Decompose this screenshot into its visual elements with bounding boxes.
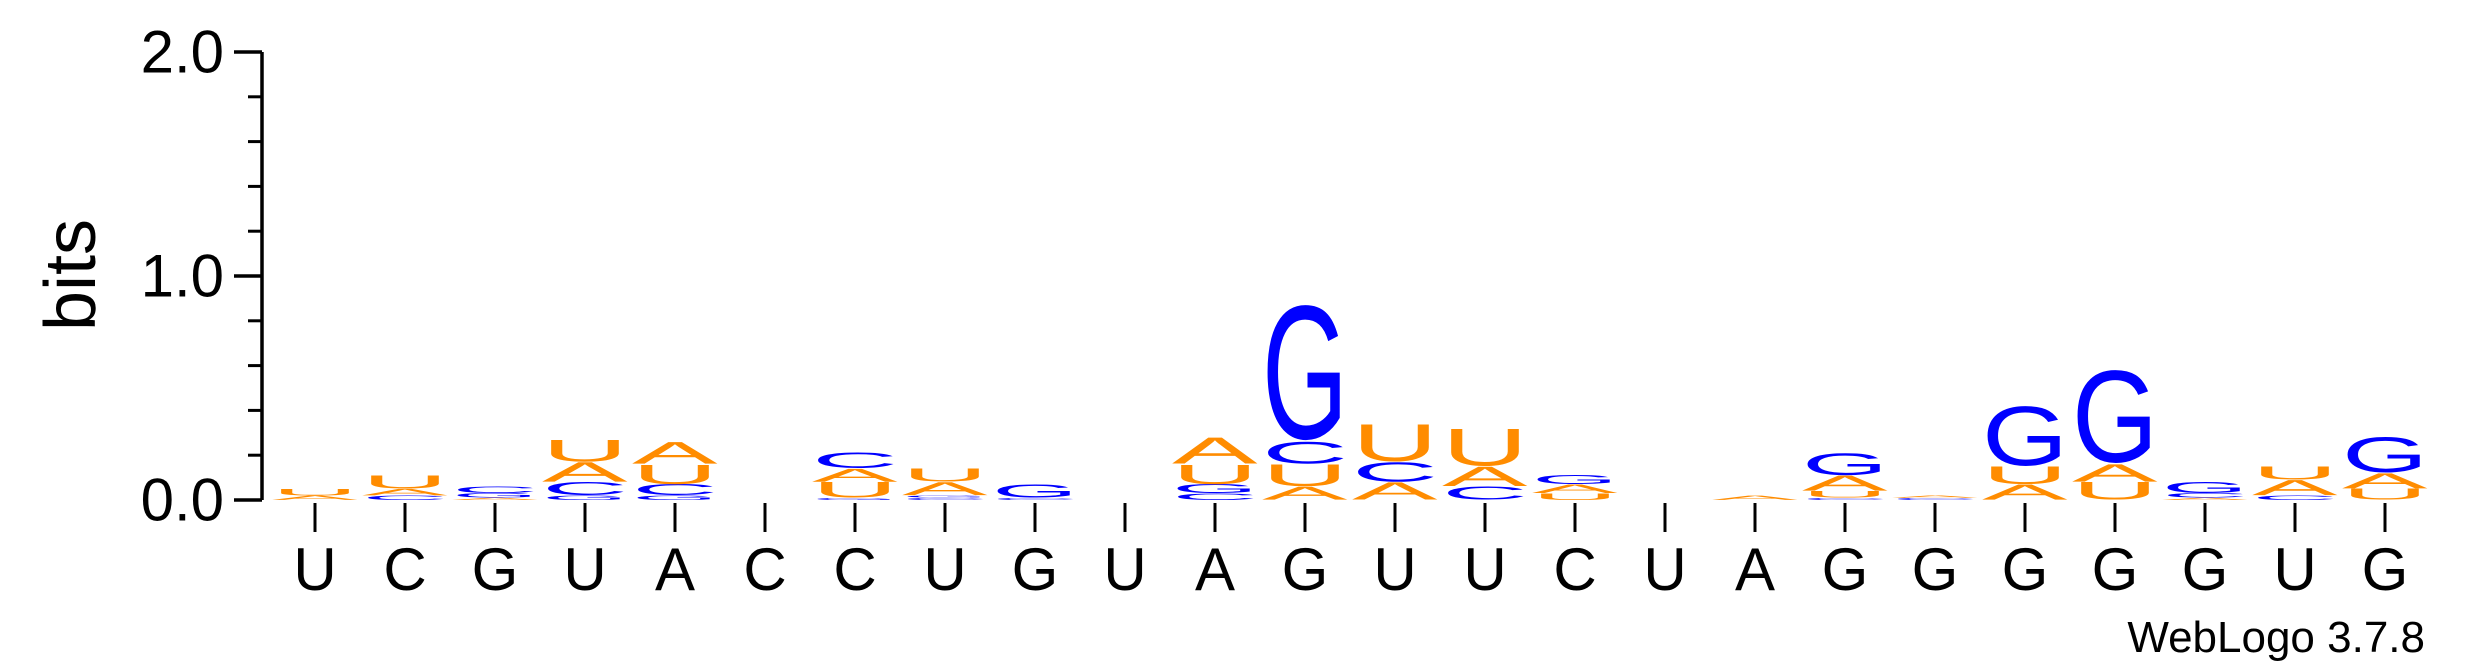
- logo-letter-C: C: [902, 497, 988, 500]
- logo-letter-A: A: [1982, 480, 2068, 504]
- logo-letter-A: A: [1712, 494, 1798, 501]
- y-tick-label: 0.0: [141, 467, 224, 534]
- x-tick-label: U: [293, 536, 336, 603]
- x-tick-label: C: [743, 536, 786, 603]
- logo-letter-G: G: [542, 494, 628, 501]
- logo-letter-U: U: [272, 487, 358, 497]
- logo-letter-A: A: [1352, 477, 1438, 505]
- x-tick-label: G: [1282, 536, 1329, 603]
- logo-letter-A: A: [1802, 471, 1888, 495]
- x-tick-label: G: [2002, 536, 2049, 603]
- logo-letter-C: C: [1172, 491, 1258, 501]
- logo-letter-A: A: [272, 494, 358, 501]
- x-tick-label: G: [1822, 536, 1869, 603]
- logo-letter-G: G: [2342, 427, 2428, 483]
- logo-letter-C: C: [1442, 483, 1528, 504]
- x-tick-label: U: [1643, 536, 1686, 603]
- logo-letter-G: G: [1262, 267, 1348, 480]
- logo-letter-C: C: [362, 494, 448, 501]
- logo-letter-U: U: [1802, 489, 1888, 499]
- logo-letter-G: G: [992, 480, 1078, 501]
- logo-letter-A: A: [2342, 469, 2428, 493]
- logo-letter-U: U: [632, 459, 718, 490]
- x-tick-label: U: [563, 536, 606, 603]
- logo-letter-U: U: [1982, 461, 2068, 489]
- logo-letter-A: A: [812, 465, 898, 486]
- logo-letter-U: U: [1352, 413, 1438, 472]
- x-tick-label: U: [1373, 536, 1416, 603]
- logo-letter-C: C: [2162, 492, 2248, 499]
- logo-letter-A: A: [632, 435, 719, 470]
- x-tick-label: A: [1195, 536, 1235, 603]
- x-tick-label: G: [1912, 536, 1959, 603]
- x-tick-label: A: [1735, 536, 1775, 603]
- y-tick-label: 1.0: [141, 243, 224, 310]
- logo-letter-G: G: [1172, 482, 1258, 496]
- logo-letter-A: A: [1532, 482, 1618, 496]
- logo-letter-U: U: [1442, 418, 1528, 477]
- logo-letter-G: G: [1982, 388, 2068, 482]
- logo-letter-U: U: [812, 478, 898, 503]
- logo-letter-C: C: [1892, 497, 1978, 500]
- logo-letter-A: A: [2162, 497, 2248, 500]
- x-tick-label: C: [383, 536, 426, 603]
- logo-letter-A: A: [2072, 459, 2158, 487]
- logo-letter-C: C: [1352, 457, 1438, 488]
- logo-letter-G: G: [2072, 343, 2158, 490]
- logo-letter-C: C: [632, 481, 718, 498]
- logo-letter-U: U: [2342, 486, 2428, 503]
- logo-letter-C: C: [2252, 494, 2338, 501]
- logo-letter-U: U: [2252, 463, 2338, 484]
- logo-letter-G: G: [812, 497, 898, 501]
- logo-letter-G: G: [1802, 447, 1888, 482]
- logo-letter-U: U: [362, 472, 448, 493]
- logo-letter-A: A: [362, 487, 448, 497]
- x-tick-label: A: [655, 536, 695, 603]
- x-tick-label: U: [1103, 536, 1146, 603]
- logo-letter-A: A: [452, 497, 538, 500]
- logo-letter-G: G: [1532, 473, 1618, 487]
- logo-letter-U: U: [2072, 477, 2158, 505]
- logo-letter-G: G: [452, 492, 538, 499]
- logo-letter-A: A: [1172, 430, 1258, 472]
- logo-letter-U: U: [1262, 458, 1348, 493]
- y-tick-label: 2.0: [141, 19, 224, 86]
- logo-letter-C: C: [452, 485, 538, 495]
- logo-letter-U: U: [542, 433, 628, 468]
- logo-letter-G: G: [902, 495, 988, 499]
- x-tick-label: C: [1553, 536, 1596, 603]
- credit-label: WebLogo 3.7.8: [2127, 613, 2425, 662]
- x-tick-label: G: [2182, 536, 2229, 603]
- logo-letter-G: G: [632, 494, 718, 501]
- logo-letter-U: U: [1532, 491, 1618, 501]
- x-tick-label: U: [923, 536, 966, 603]
- logo-letter-A: A: [1892, 495, 1978, 498]
- logo-letter-C: C: [1802, 497, 1888, 500]
- logo-letter-A: A: [1262, 483, 1348, 504]
- x-tick-label: U: [2273, 536, 2316, 603]
- y-axis-label: bits: [31, 219, 111, 331]
- logo-letter-G: G: [2162, 479, 2248, 496]
- logo-letter-C: C: [542, 478, 628, 499]
- x-tick-label: G: [472, 536, 519, 603]
- x-tick-label: C: [833, 536, 876, 603]
- logo-letter-A: A: [2252, 475, 2338, 499]
- logo-letter-A: A: [902, 478, 988, 499]
- logo-letter-U: U: [1172, 459, 1258, 490]
- x-tick-label: G: [2092, 536, 2139, 603]
- logo-letter-A: A: [1442, 461, 1528, 492]
- x-tick-label: U: [1463, 536, 1506, 603]
- logo-letter-A: A: [542, 456, 628, 487]
- logo-letter-C: C: [812, 449, 898, 474]
- x-tick-label: G: [2362, 536, 2409, 603]
- logo-letter-C: C: [992, 497, 1078, 500]
- logo-letter-C: C: [1262, 436, 1348, 471]
- logo-letter-U: U: [902, 465, 988, 486]
- x-tick-label: G: [1012, 536, 1059, 603]
